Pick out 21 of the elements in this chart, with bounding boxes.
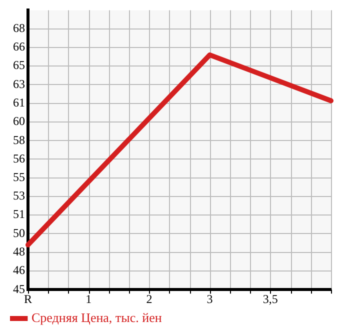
legend-label: Средняя Цена, тыс. йен bbox=[32, 310, 162, 325]
x-tick-label: 2 bbox=[146, 292, 152, 306]
y-tick-label: 55 bbox=[13, 170, 25, 184]
y-tick-label: 53 bbox=[13, 188, 25, 203]
x-tick-label: 1 bbox=[86, 292, 92, 306]
x-tick-label: 3,5 bbox=[262, 292, 278, 306]
y-tick-label: 45 bbox=[13, 282, 25, 296]
y-tick-label: 63 bbox=[13, 76, 25, 91]
y-tick-label: 68 bbox=[13, 21, 25, 36]
x-tick-label: 3 bbox=[206, 292, 213, 306]
y-tick-label: 56 bbox=[13, 151, 25, 166]
y-tick-label: 46 bbox=[13, 263, 25, 278]
y-tick-label: 66 bbox=[13, 40, 25, 54]
y-tick-label: 48 bbox=[13, 244, 25, 259]
y-tick-label: 60 bbox=[13, 114, 25, 128]
y-tick-label: 50 bbox=[13, 226, 25, 240]
y-tick-label: 51 bbox=[13, 207, 25, 222]
y-tick-label: 58 bbox=[13, 132, 25, 147]
x-tick-label: R bbox=[24, 292, 32, 306]
y-tick-label: 61 bbox=[13, 95, 25, 110]
y-tick-label: 65 bbox=[13, 58, 25, 72]
